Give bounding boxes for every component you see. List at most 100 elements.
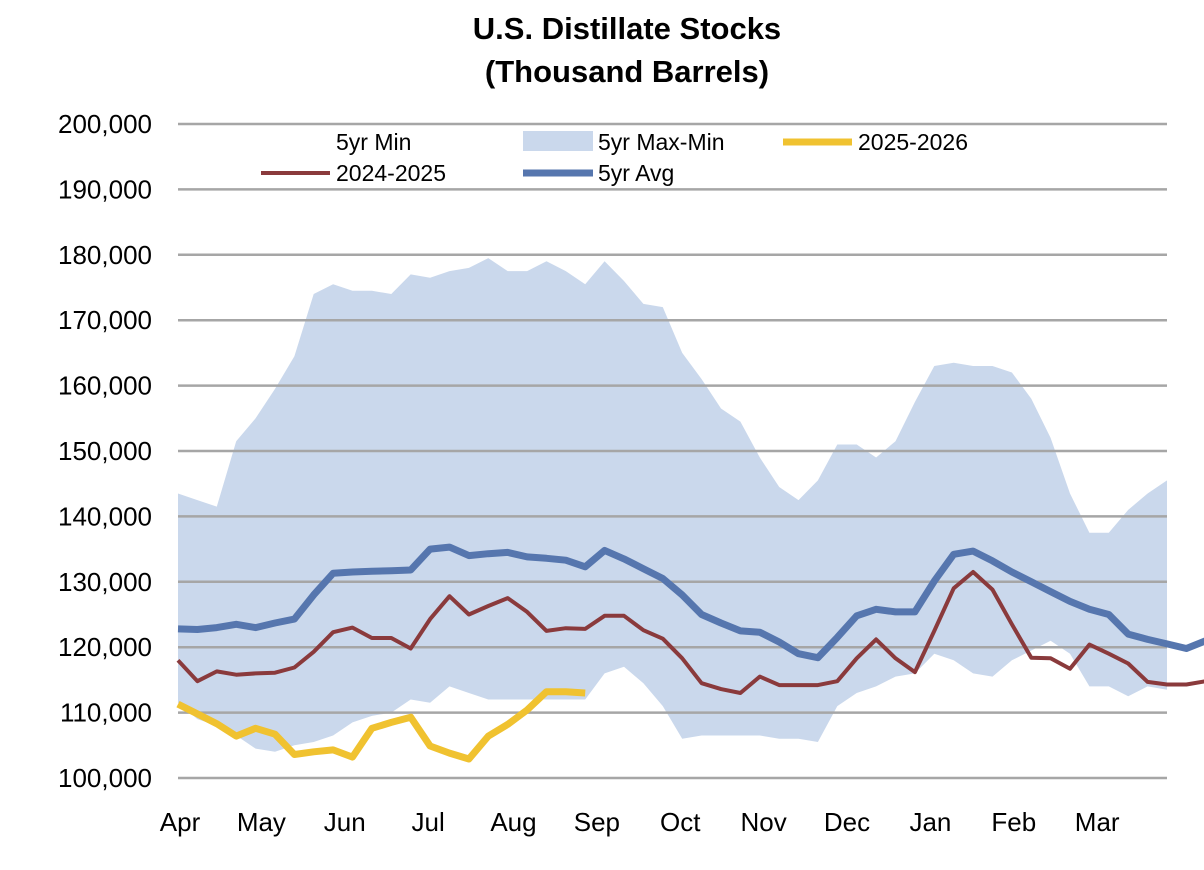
point-y2024 (565, 628, 566, 629)
point-y2024 (1050, 658, 1051, 659)
point-y2025 (546, 691, 547, 692)
point-avg (430, 549, 431, 550)
point-avg (1089, 609, 1090, 610)
point-y2024 (779, 685, 780, 686)
point-avg (255, 627, 256, 628)
point-y2025 (216, 723, 217, 724)
point-y2024 (934, 630, 935, 631)
point-avg (197, 629, 198, 630)
point-y2024 (391, 638, 392, 639)
y-tick-label: 130,000 (58, 567, 152, 597)
point-avg (662, 578, 663, 579)
line-avg (177, 543, 1204, 662)
point-y2024 (255, 673, 256, 674)
x-tick-label-aug: Aug (490, 807, 536, 837)
x-tick-label-apr: Apr (160, 807, 201, 837)
point-avg (313, 594, 314, 595)
y-tick-label: 150,000 (58, 436, 152, 466)
point-y2024 (604, 615, 605, 616)
point-y2025 (507, 724, 508, 725)
point-avg (643, 568, 644, 569)
point-y2024 (701, 683, 702, 684)
x-tick-label-may: May (237, 807, 286, 837)
point-avg (837, 637, 838, 638)
point-y2024 (720, 689, 721, 690)
point-y2024 (1167, 684, 1168, 685)
x-tick-label-jul: Jul (412, 807, 445, 837)
point-avg (934, 581, 935, 582)
point-avg (992, 560, 993, 561)
point-avg (914, 611, 915, 612)
legend-label-5yr-avg: 5yr Avg (598, 160, 674, 186)
point-avg (527, 556, 528, 557)
point-y2025 (468, 759, 469, 760)
point-y2024 (313, 651, 314, 652)
point-avg (216, 627, 217, 628)
y-tick-label: 180,000 (58, 240, 152, 270)
legend-label-2024-2025: 2024-2025 (336, 160, 446, 186)
legend-swatch-band (523, 131, 593, 151)
x-tick-label-nov: Nov (741, 807, 787, 837)
point-avg (759, 632, 760, 633)
point-y2024 (624, 615, 625, 616)
x-tick-label-jan: Jan (909, 807, 951, 837)
point-avg (973, 551, 974, 552)
point-y2024 (1108, 653, 1109, 654)
point-avg (391, 570, 392, 571)
point-y2025 (410, 717, 411, 718)
point-y2025 (585, 692, 586, 693)
point-y2025 (449, 753, 450, 754)
point-avg (740, 630, 741, 631)
point-y2024 (817, 685, 818, 686)
point-avg (856, 615, 857, 616)
y-tick-label: 120,000 (58, 632, 152, 662)
point-y2025 (565, 691, 566, 692)
point-y2024 (236, 674, 237, 675)
point-y2024 (1186, 684, 1187, 685)
point-avg (449, 547, 450, 548)
point-y2025 (333, 749, 334, 750)
point-y2024 (740, 692, 741, 693)
point-y2024 (798, 685, 799, 686)
point-y2025 (255, 728, 256, 729)
point-avg (798, 653, 799, 654)
point-y2024 (973, 571, 974, 572)
point-avg (1011, 571, 1012, 572)
point-avg (1031, 581, 1032, 582)
point-avg (488, 553, 489, 554)
point-y2024 (662, 638, 663, 639)
point-y2024 (876, 639, 877, 640)
point-y2025 (274, 734, 275, 735)
point-y2024 (1011, 624, 1012, 625)
point-avg (294, 619, 295, 620)
point-y2024 (953, 588, 954, 589)
point-y2025 (527, 709, 528, 710)
chart-subtitle: (Thousand Barrels) (485, 54, 769, 89)
point-y2024 (1070, 668, 1071, 669)
point-y2024 (1089, 644, 1090, 645)
point-avg (1128, 634, 1129, 635)
point-avg (701, 614, 702, 615)
point-y2024 (371, 638, 372, 639)
legend-label-band: 5yr Max-Min (598, 129, 725, 155)
point-avg (585, 566, 586, 567)
point-y2024 (449, 596, 450, 597)
x-tick-label-dec: Dec (824, 807, 870, 837)
point-avg (817, 657, 818, 658)
point-avg (1108, 614, 1109, 615)
x-tick-label-mar: Mar (1075, 807, 1120, 837)
point-y2025 (371, 728, 372, 729)
point-avg (720, 623, 721, 624)
line-y2025 (176, 688, 586, 763)
chart-title: U.S. Distillate Stocks (473, 11, 781, 46)
point-y2024 (178, 660, 179, 661)
point-y2024 (507, 598, 508, 599)
plot-area: 100,000 110,000 120,000 130,000 140,000 150,0… (58, 109, 1204, 837)
point-avg (410, 570, 411, 571)
band-5yr-max-min (178, 258, 1167, 752)
point-y2024 (410, 648, 411, 649)
y-tick-label: 160,000 (58, 371, 152, 401)
point-y2024 (294, 667, 295, 668)
point-y2024 (585, 628, 586, 629)
point-y2024 (333, 632, 334, 633)
